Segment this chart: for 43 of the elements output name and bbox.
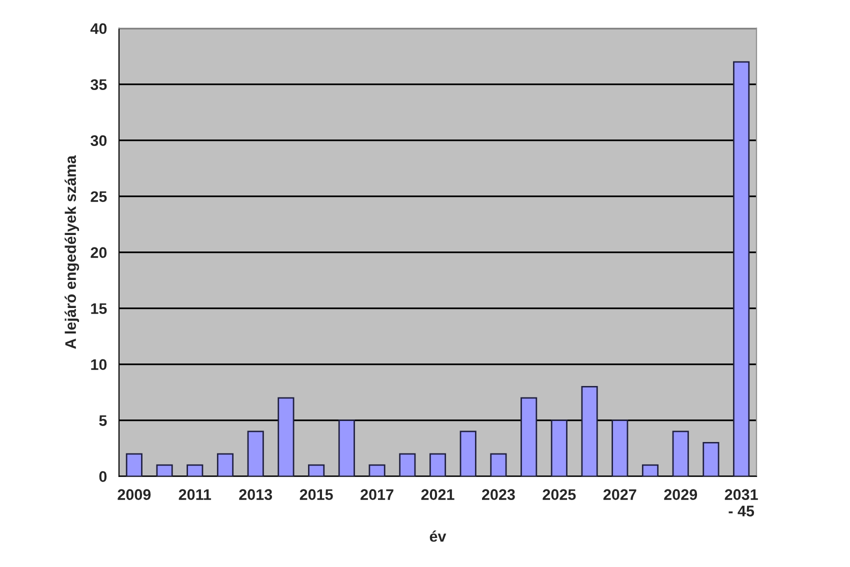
x-tick-label: 2023 <box>482 489 515 500</box>
y-tick-label: 5 <box>99 415 107 426</box>
y-tick-label: 15 <box>91 303 107 314</box>
y-tick-label: 20 <box>90 247 107 258</box>
y-tick-label: 35 <box>90 79 107 90</box>
y-tick-label: 0 <box>99 471 107 482</box>
bar <box>702 442 720 476</box>
x-tick-label: 2011 <box>178 489 212 500</box>
y-axis-title: A lejáró engedélyek száma <box>64 155 80 349</box>
bar <box>581 386 598 476</box>
bar <box>429 453 446 476</box>
bar <box>520 397 538 476</box>
bar <box>368 464 386 476</box>
y-tick-label: 30 <box>90 135 107 146</box>
bar <box>156 464 173 476</box>
x-tick-label: 2021 <box>421 489 454 500</box>
bar <box>216 453 234 476</box>
bar <box>672 430 689 476</box>
bar <box>642 464 659 476</box>
x-tick-label: 2031 - 45 <box>724 489 758 516</box>
x-tick-label: 2027 <box>603 489 636 500</box>
bar <box>733 61 750 476</box>
x-tick-label: 2025 <box>542 489 576 500</box>
bar <box>308 464 325 476</box>
bar <box>550 420 568 476</box>
x-tick-label: 2015 <box>300 489 333 500</box>
bar <box>278 397 294 476</box>
bar <box>338 420 355 476</box>
x-tick-label: 2029 <box>664 489 698 500</box>
bar <box>460 430 476 476</box>
bar <box>490 453 507 476</box>
bar <box>247 430 264 476</box>
y-tick-label: 40 <box>90 23 107 34</box>
x-tick-label: 2009 <box>118 489 151 500</box>
bar <box>126 453 142 476</box>
bar <box>399 453 416 476</box>
y-tick-label: 10 <box>91 359 107 370</box>
x-tick-label: 2013 <box>239 489 272 500</box>
bar <box>612 420 628 476</box>
bar <box>186 464 204 476</box>
x-tick-label: 2017 <box>360 489 394 500</box>
x-axis-title: év <box>430 530 446 542</box>
y-tick-label: 25 <box>90 191 107 202</box>
